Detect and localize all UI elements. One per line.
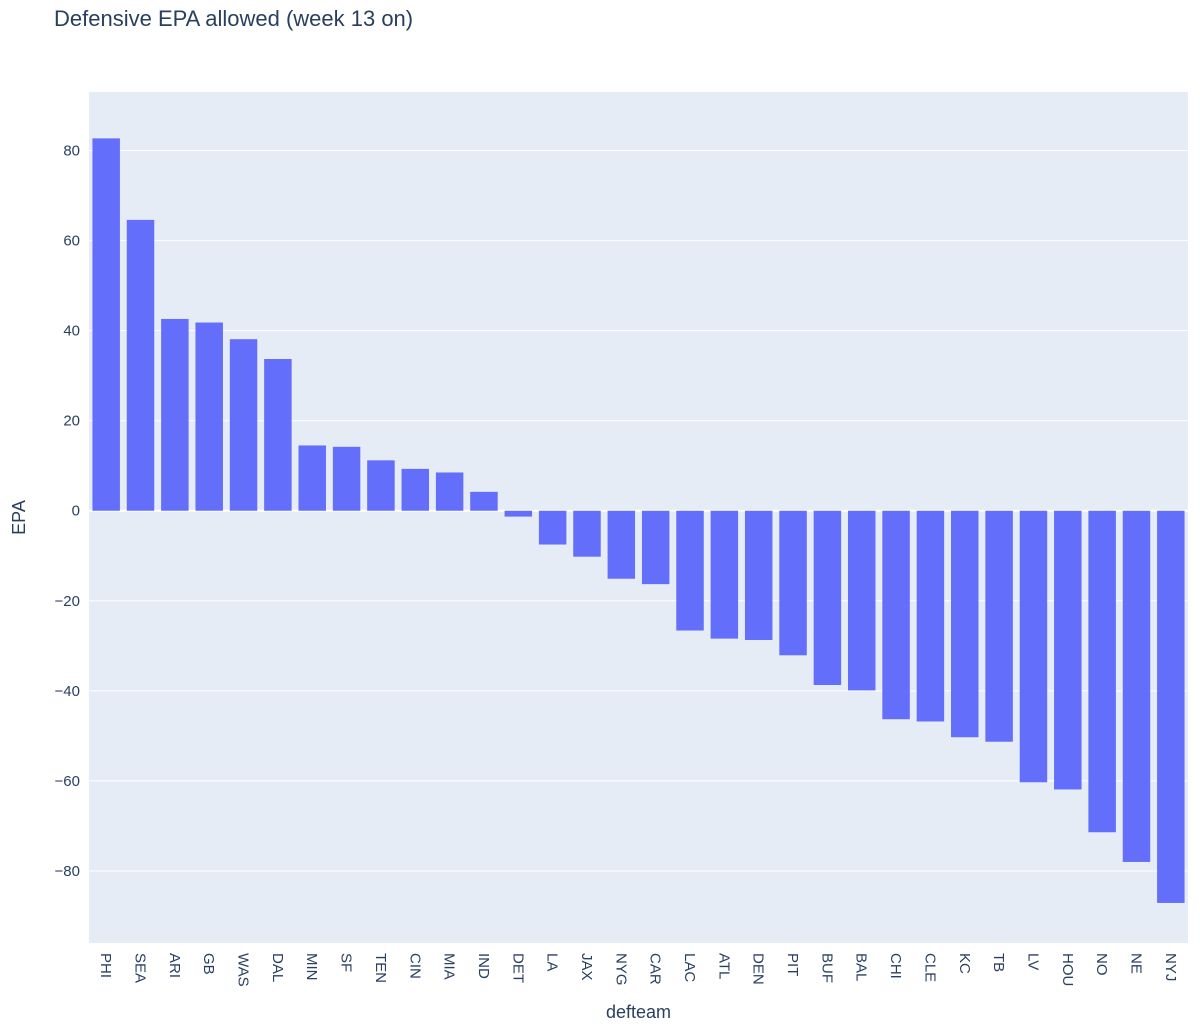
bar-phi: [92, 138, 120, 511]
bar-was: [229, 339, 258, 511]
y-tick-label: 40: [63, 323, 80, 340]
x-tick-label: TB: [990, 953, 1007, 972]
bar-ari: [161, 318, 189, 511]
x-tick-label: JAX: [578, 953, 595, 981]
y-axis-ticks: 80 60 40 20 0 −20 −40 −60 −80: [55, 143, 80, 880]
x-tick-label: DAL: [269, 953, 286, 982]
bar-lv: [1019, 510, 1048, 783]
x-tick-label: CAR: [647, 953, 664, 985]
x-tick-label: LV: [1024, 953, 1041, 970]
x-tick-label: CIN: [406, 953, 423, 979]
bar-cin: [401, 468, 430, 511]
bar-tb: [985, 510, 1013, 742]
x-tick-label: BUF: [818, 953, 835, 983]
x-tick-label: MIA: [441, 953, 458, 980]
x-tick-label: BAL: [853, 953, 870, 981]
bar-lac: [676, 510, 704, 631]
x-tick-label: LAC: [681, 953, 698, 982]
x-tick-label: GB: [200, 953, 217, 975]
bar-pit: [779, 510, 807, 656]
bar-sea: [126, 219, 155, 511]
bar-ind: [470, 491, 498, 511]
bar-sf: [332, 446, 361, 511]
x-tick-label: NYJ: [1162, 953, 1179, 981]
y-tick-label: −20: [55, 593, 80, 610]
x-tick-label: IND: [475, 953, 492, 979]
x-axis-title: defteam: [606, 1002, 671, 1022]
x-tick-label: HOU: [1059, 953, 1076, 986]
x-tick-label: SF: [338, 953, 355, 972]
bar-chi: [882, 510, 910, 720]
bar-min: [298, 445, 326, 511]
x-tick-label: LA: [544, 953, 561, 971]
bar-no: [1088, 510, 1116, 833]
bar-car: [641, 510, 670, 585]
y-tick-label: 80: [63, 143, 80, 160]
bar-la: [538, 510, 567, 545]
y-tick-label: −40: [55, 683, 80, 700]
y-axis-title: EPA: [9, 500, 29, 535]
x-tick-label: DEN: [750, 953, 767, 985]
bar-nyg: [607, 510, 636, 579]
x-tick-label: KC: [956, 953, 973, 974]
bar-det: [504, 510, 533, 517]
x-tick-label: CHI: [887, 953, 904, 979]
bar-jax: [573, 510, 601, 557]
x-tick-label: MIN: [303, 953, 320, 981]
x-tick-label: PIT: [784, 953, 801, 976]
bar-ten: [367, 460, 395, 511]
x-tick-label: DET: [509, 953, 526, 983]
bar-cle: [916, 510, 945, 722]
bar-dal: [264, 359, 292, 511]
bar-nyj: [1157, 510, 1185, 903]
bar-gb: [195, 322, 223, 511]
y-tick-label: −80: [55, 863, 80, 880]
bar-den: [744, 510, 773, 640]
y-tick-label: 20: [63, 413, 80, 430]
bar-atl: [710, 510, 739, 639]
x-tick-label: ARI: [166, 953, 183, 978]
x-tick-label: SEA: [132, 953, 149, 983]
x-tick-label: WAS: [235, 953, 252, 987]
bars: [92, 138, 1185, 903]
chart-title: Defensive EPA allowed (week 13 on): [54, 6, 414, 31]
bar-buf: [813, 510, 842, 685]
x-tick-label: ATL: [715, 953, 732, 979]
x-tick-label: NE: [1127, 953, 1144, 974]
x-tick-label: NYG: [612, 953, 629, 986]
x-tick-label: TEN: [372, 953, 389, 983]
bar-mia: [435, 472, 464, 511]
bar-hou: [1054, 510, 1082, 790]
y-tick-label: −60: [55, 773, 80, 790]
x-axis-ticks: PHI SEA ARI GB WAS DAL MIN SF TEN CIN MIA IND DET LA J…: [97, 953, 1179, 987]
x-tick-label: PHI: [97, 953, 114, 978]
x-tick-label: NO: [1093, 953, 1110, 976]
bar-ne: [1122, 510, 1151, 862]
y-tick-label: 0: [72, 503, 80, 520]
x-tick-label: CLE: [921, 953, 938, 982]
bar-bal: [847, 510, 876, 691]
bar-kc: [951, 510, 979, 738]
y-tick-label: 60: [63, 233, 80, 250]
